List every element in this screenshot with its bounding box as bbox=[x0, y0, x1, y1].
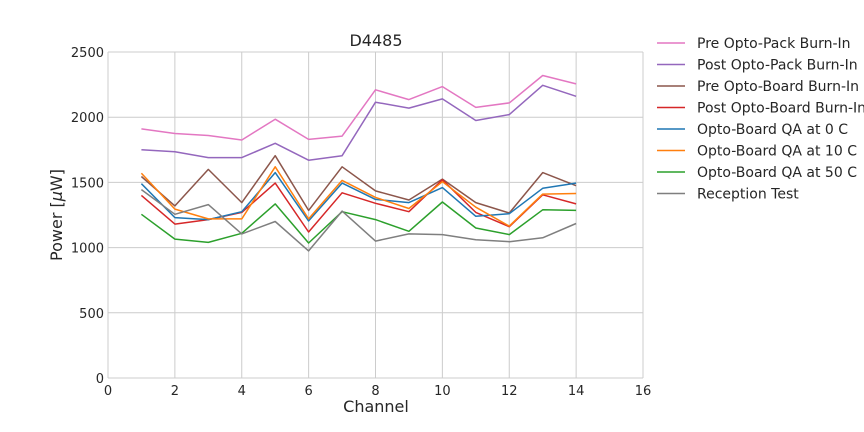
legend-label: Opto-Board QA at 50 C bbox=[697, 165, 857, 181]
series-line-3 bbox=[140, 154, 577, 214]
legend-item: Post Opto-Board Burn-In bbox=[657, 101, 864, 117]
x-tick-label: 6 bbox=[304, 384, 312, 399]
y-axis-label-greek: μ bbox=[47, 191, 66, 202]
x-tick-label: 8 bbox=[371, 384, 379, 399]
legend-label: Pre Opto-Board Burn-In bbox=[697, 79, 859, 95]
x-axis-label: Channel bbox=[343, 397, 409, 416]
x-tick-label: 16 bbox=[635, 384, 652, 399]
y-axis-label-suffix: W] bbox=[47, 169, 66, 191]
legend: Pre Opto-Pack Burn-In Post Opto-Pack Burn… bbox=[657, 36, 864, 203]
y-tick-label: 500 bbox=[79, 307, 104, 322]
legend-item: Opto-Board QA at 50 C bbox=[657, 165, 857, 181]
y-tick-label: 1500 bbox=[71, 176, 104, 191]
legend-item: Opto-Board QA at 10 C bbox=[657, 144, 857, 160]
y-axis-label-prefix: Power [ bbox=[47, 201, 66, 261]
legend-item: Post Opto-Pack Burn-In bbox=[657, 58, 858, 74]
y-tick-label: 2000 bbox=[71, 111, 104, 126]
series-lines bbox=[140, 74, 577, 252]
chart-title: D4485 bbox=[349, 31, 402, 50]
legend-label: Reception Test bbox=[697, 187, 799, 203]
legend-label: Post Opto-Board Burn-In bbox=[697, 101, 864, 117]
x-tick-label: 4 bbox=[238, 384, 246, 399]
x-tick-label: 2 bbox=[171, 384, 179, 399]
legend-label: Opto-Board QA at 0 C bbox=[697, 122, 848, 138]
tick-labels: 0 2 4 6 8 10 12 14 16 0 500 1000 1500 2000 2500 bbox=[71, 46, 651, 399]
x-tick-label: 10 bbox=[434, 384, 451, 399]
grid bbox=[107, 51, 644, 379]
legend-item: Pre Opto-Board Burn-In bbox=[657, 79, 859, 95]
legend-label: Pre Opto-Pack Burn-In bbox=[697, 36, 851, 52]
legend-item: Opto-Board QA at 0 C bbox=[657, 122, 848, 138]
y-tick-label: 2500 bbox=[71, 46, 104, 61]
y-axis-label: Power [μW] bbox=[47, 169, 66, 261]
x-tick-label: 12 bbox=[501, 384, 518, 399]
series-line-7 bbox=[140, 201, 577, 244]
series-line-2 bbox=[141, 84, 577, 161]
x-tick-label: 0 bbox=[104, 384, 112, 399]
series-line-8 bbox=[140, 188, 577, 252]
legend-item: Reception Test bbox=[657, 187, 799, 203]
series-line-6 bbox=[140, 166, 577, 227]
legend-item: Pre Opto-Pack Burn-In bbox=[657, 36, 851, 52]
legend-label: Opto-Board QA at 10 C bbox=[697, 144, 857, 160]
y-tick-label: 0 bbox=[96, 372, 104, 387]
legend-label: Post Opto-Pack Burn-In bbox=[697, 58, 858, 74]
x-tick-label: 14 bbox=[568, 384, 585, 399]
y-tick-label: 1000 bbox=[71, 242, 104, 257]
series-line-1 bbox=[141, 74, 577, 141]
